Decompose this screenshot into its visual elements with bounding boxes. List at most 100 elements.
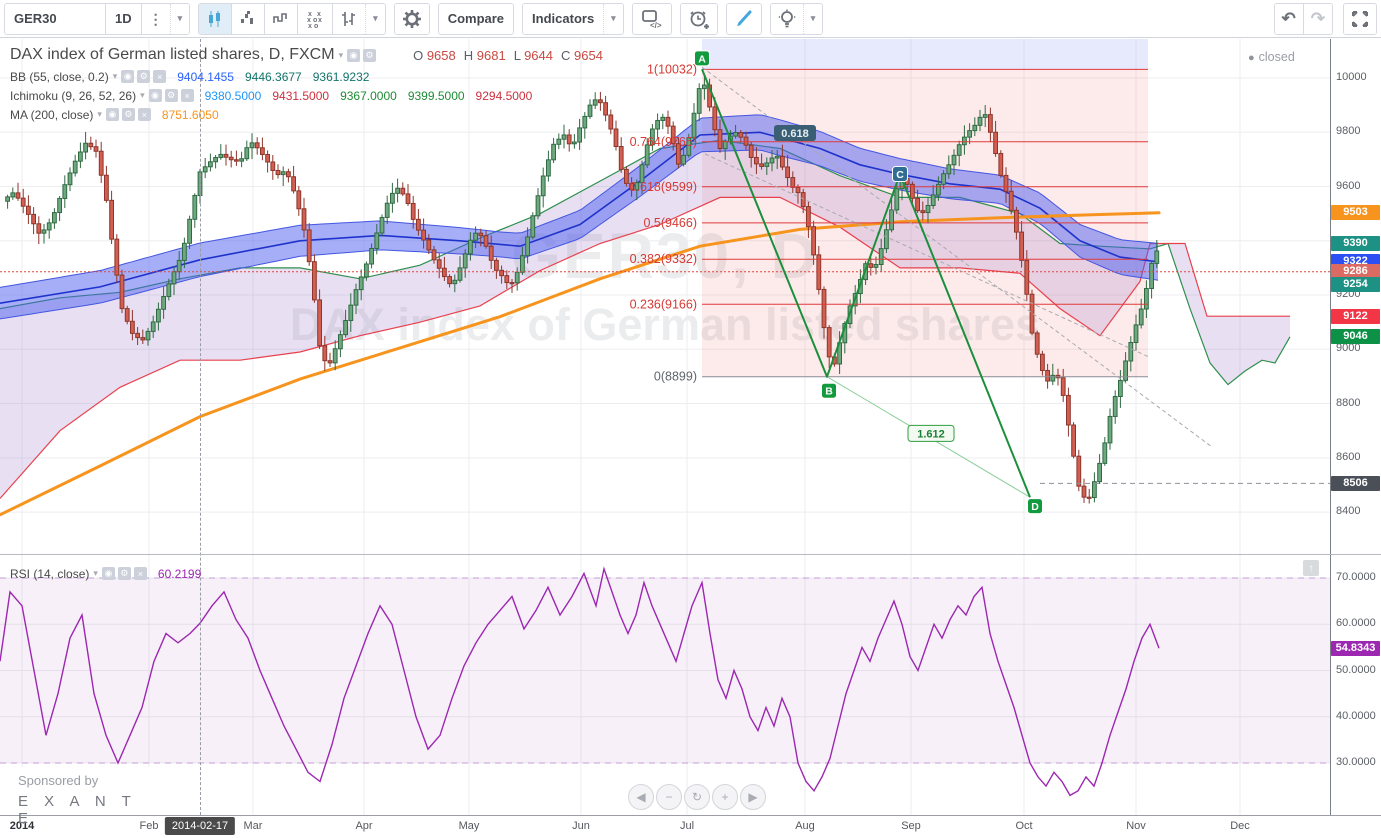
scroll-right-button[interactable]: ▶ (740, 784, 766, 810)
price-legend: DAX index of German listed shares, D, FX… (10, 43, 603, 124)
chevron-down-icon[interactable]: ▾ (97, 109, 102, 119)
indicator-eye-button[interactable]: ◉ (148, 89, 162, 102)
rsi-legend: RSI (14, close) ▾ ◉ ⚙ × 60.2199 (10, 564, 212, 583)
rsi-line (0, 566, 1160, 797)
indicator-name[interactable]: BB (55, close, 0.2) (10, 69, 109, 84)
chevron-down-icon: ▾ (810, 13, 816, 23)
step-line-icon (273, 12, 287, 23)
indicator-gear-button[interactable]: ⚙ (137, 70, 151, 83)
time-axis-month: Apr (355, 820, 373, 832)
script-editor-icon: </> (641, 9, 662, 29)
chart-type-candles-button[interactable] (199, 3, 232, 34)
dashed-trendline (704, 153, 1151, 358)
pane-separator[interactable] (0, 554, 1381, 555)
chevron-down-icon: ▾ (177, 13, 183, 23)
indicators-dropdown-button[interactable]: ▾ (603, 3, 623, 34)
crosshair-date-badge: 2014-02-17 (164, 817, 236, 835)
title-eye-button[interactable]: ◉ (347, 48, 361, 62)
pattern-point-label-A (694, 50, 710, 67)
time-axis-month: Nov (1126, 820, 1146, 832)
rsi-indicator-name[interactable]: RSI (14, close) (10, 566, 90, 581)
indicator-eye-button[interactable]: ◉ (121, 70, 135, 83)
senkou-b-line (0, 196, 1290, 499)
reset-view-button[interactable]: ↻ (684, 784, 710, 810)
chevron-down-icon[interactable]: ▾ (112, 71, 118, 81)
redo-button[interactable]: ↷ (1302, 3, 1332, 34)
zoom-in-button[interactable]: + (712, 784, 738, 810)
time-axis-month: Oct (1015, 820, 1033, 832)
time-axis-month: Feb (139, 820, 159, 832)
chart-nav-buttons: ◀ − ↻ + ▶ (628, 784, 768, 810)
rsi-pane[interactable] (0, 555, 1330, 815)
time-axis[interactable]: 2014 Feb Mar Apr May Jun Jul Aug Sep Oct Nov Dec 201… (0, 815, 1381, 838)
price-badge-9254: 9254 (1331, 276, 1380, 292)
compare-group: Compare (437, 2, 515, 35)
price-axis[interactable]: 10000 9800 9600 9200 9000 8800 8600 8400 9503 939… (1330, 39, 1381, 815)
time-axis-month: May (458, 820, 480, 832)
title-gear-button[interactable]: ⚙ (363, 48, 377, 62)
rsi-gear-button[interactable]: ⚙ (117, 567, 131, 580)
ohlc-value: 9681 (473, 47, 506, 63)
drawing-tools-button[interactable] (726, 3, 761, 34)
pine-script-button[interactable]: </> (632, 3, 671, 34)
interval-menu-button[interactable]: ⋮ (140, 3, 170, 34)
indicator-close-button[interactable]: × (180, 89, 194, 102)
price-tick-label: 10000 (1336, 71, 1367, 83)
sponsor-logo[interactable]: E X A N T E (18, 793, 137, 827)
fib-level-label: 0.382(9332) (630, 252, 697, 266)
rsi-eye-button[interactable]: ◉ (101, 567, 115, 580)
symbol-text: GER30 (14, 11, 57, 26)
ideas-group: ▾ (769, 2, 824, 35)
indicator-name[interactable]: MA (200, close) (10, 107, 94, 122)
chart-type-dropdown-button[interactable]: ▾ (365, 3, 385, 34)
rsi-close-button[interactable]: × (133, 567, 147, 580)
market-status: ● closed (1248, 50, 1295, 64)
rsi-band (0, 578, 1330, 763)
indicator-value: 9431.5000 (272, 88, 330, 103)
chevron-down-icon[interactable]: ▾ (93, 568, 98, 578)
price-pane[interactable]: 1(10032) 0.764(9765) 0.618(9599) 0.5(9466) 0… (0, 39, 1330, 554)
svg-text:</>: </> (650, 21, 662, 29)
chart-type-renko-button[interactable] (332, 3, 366, 34)
chart-settings-button[interactable] (394, 3, 429, 34)
interval-dropdown-button[interactable]: ▾ (169, 3, 190, 34)
pattern-ret-badge (774, 125, 816, 141)
indicator-close-button[interactable]: × (137, 108, 151, 121)
ohlc-value: 9654 (570, 47, 603, 63)
chevron-down-icon[interactable]: ▾ (338, 49, 344, 60)
price-tick-label: 9000 (1336, 342, 1361, 355)
price-badge-9503: 9503 (1331, 205, 1380, 221)
chart-title[interactable]: DAX index of German listed shares, D, FX… (10, 46, 335, 63)
chart-type-line-button[interactable] (264, 3, 298, 34)
ideas-button[interactable] (770, 3, 803, 34)
fullscreen-button[interactable] (1344, 3, 1376, 34)
chevron-down-icon[interactable]: ▾ (140, 90, 145, 100)
indicator-gear-button[interactable]: ⚙ (164, 89, 178, 102)
candlestick-icon (209, 10, 221, 27)
scroll-left-button[interactable]: ◀ (628, 784, 654, 810)
indicator-gear-button[interactable]: ⚙ (121, 108, 135, 121)
indicator-name[interactable]: Ichimoku (9, 26, 52, 26) (10, 88, 137, 103)
ideas-dropdown-button[interactable]: ▾ (802, 3, 823, 34)
zoom-out-button[interactable]: − (656, 784, 682, 810)
rsi-tick-label: 40.0000 (1336, 709, 1376, 722)
indicators-button[interactable]: Indicators (523, 3, 604, 34)
compare-button[interactable]: Compare (438, 3, 514, 34)
chart-type-bars-button[interactable] (231, 3, 265, 34)
symbol-input[interactable]: GER30 (5, 3, 105, 34)
gear-icon (402, 9, 421, 28)
svg-text:1.612: 1.612 (917, 428, 945, 440)
indicator-eye-button[interactable]: ◉ (105, 108, 119, 121)
indicators-group: Indicators ▾ (522, 2, 624, 35)
time-axis-month: Jun (572, 820, 590, 832)
fullscreen-group (1343, 2, 1377, 35)
undo-button[interactable]: ↶ (1274, 3, 1303, 34)
paintbrush-icon (736, 10, 752, 26)
svg-text:0.618: 0.618 (781, 128, 809, 140)
add-alert-button[interactable] (680, 3, 717, 34)
indicator-close-button[interactable]: × (153, 70, 167, 83)
interval-button[interactable]: 1D (105, 3, 141, 34)
rsi-collapse-button[interactable]: ↑ (1303, 560, 1319, 576)
